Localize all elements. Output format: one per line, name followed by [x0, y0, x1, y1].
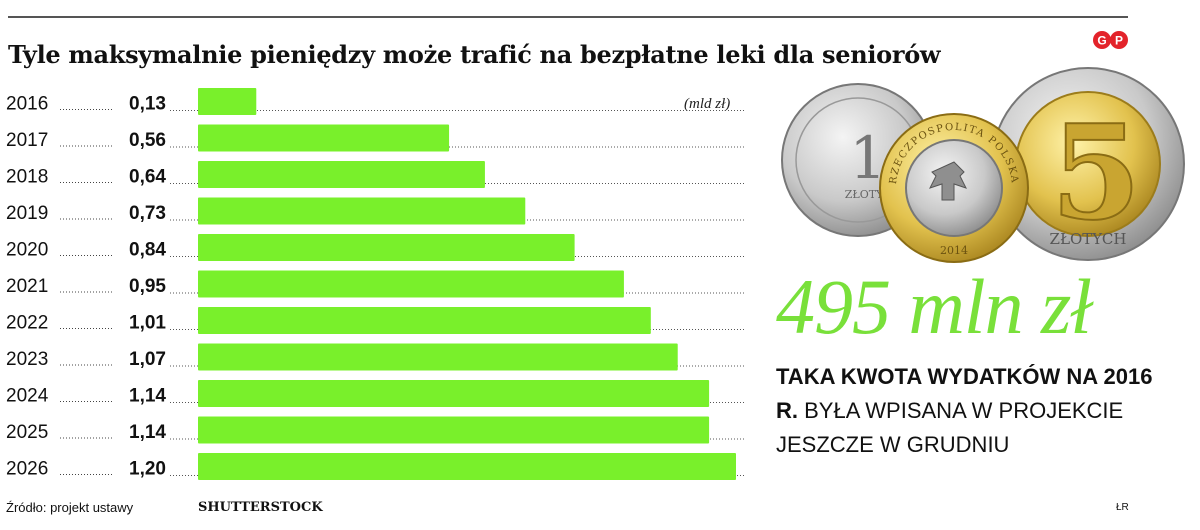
bar	[198, 453, 736, 480]
year-label: 2023	[6, 349, 48, 370]
value-label: 0,13	[129, 94, 166, 115]
unit-label: (mld zł)	[684, 96, 731, 112]
coins-image: 5 ZŁOTYCH 1 ZŁOTY RZECZPOSPOLITA POLSKA …	[781, 67, 1185, 263]
year-label: 2025	[6, 422, 48, 443]
center-coin: RZECZPOSPOLITA POLSKA 2014	[879, 113, 1029, 263]
year-label: 2021	[6, 276, 48, 297]
value-label: 0,64	[129, 167, 166, 188]
bar	[198, 161, 485, 188]
value-label: 1,14	[129, 386, 166, 407]
year-label: 2016	[6, 94, 48, 115]
bar	[198, 234, 575, 261]
large-coin-unit: ZŁOTYCH	[1050, 230, 1127, 248]
value-label: 0,73	[129, 203, 166, 224]
svg-text:G: G	[1097, 34, 1106, 48]
five-zloty-coin: 5 ZŁOTYCH	[991, 67, 1185, 261]
bar	[198, 88, 257, 115]
year-label: 2022	[6, 313, 48, 334]
year-label: 2020	[6, 240, 48, 261]
center-coin-year: 2014	[940, 244, 968, 257]
value-label: 1,07	[129, 349, 166, 370]
highlight-amount: 495 mln zł	[776, 263, 1092, 350]
bar	[198, 416, 710, 444]
value-label: 1,20	[129, 459, 166, 480]
bar	[198, 197, 526, 225]
bar	[198, 307, 651, 334]
bar	[198, 124, 450, 152]
value-label: 0,84	[129, 240, 166, 261]
bar	[198, 380, 710, 407]
year-label: 2017	[6, 130, 48, 151]
bar	[198, 270, 624, 298]
top-rule	[8, 16, 1128, 18]
large-coin-value: 5	[1051, 96, 1141, 249]
value-label: 0,56	[129, 130, 166, 151]
year-label: 2019	[6, 203, 48, 224]
year-label: 2026	[6, 459, 48, 480]
source-note: Źródło: projekt ustawy	[6, 500, 134, 515]
highlight-note-bold: Taka kwota wydatków na 2016 r.	[776, 364, 1153, 423]
author-initials: ŁR	[1116, 502, 1129, 513]
small-coin-unit: ZŁOTY	[845, 188, 884, 201]
brand-logo-icon: G P	[1093, 31, 1128, 49]
bar-chart: 2016 0,13 2017 0,56 2018 0,64 2019 0,73 2020 0,84…	[6, 88, 744, 480]
highlight-note: Taka kwota wydatków na 2016 r. była wpis…	[776, 360, 1176, 462]
value-label: 0,95	[129, 276, 166, 297]
year-label: 2018	[6, 167, 48, 188]
photo-credit: SHUTTERSTOCK	[198, 500, 323, 515]
bar	[198, 343, 678, 371]
chart-title: Tyle maksymalnie pieniędzy może trafić n…	[8, 40, 941, 69]
year-label: 2024	[6, 386, 49, 407]
value-label: 1,01	[129, 313, 166, 334]
highlight-note-rest: była wpisana w projekcie jeszcze w grudn…	[776, 398, 1124, 457]
value-label: 1,14	[129, 422, 166, 443]
svg-text:P: P	[1115, 34, 1123, 48]
